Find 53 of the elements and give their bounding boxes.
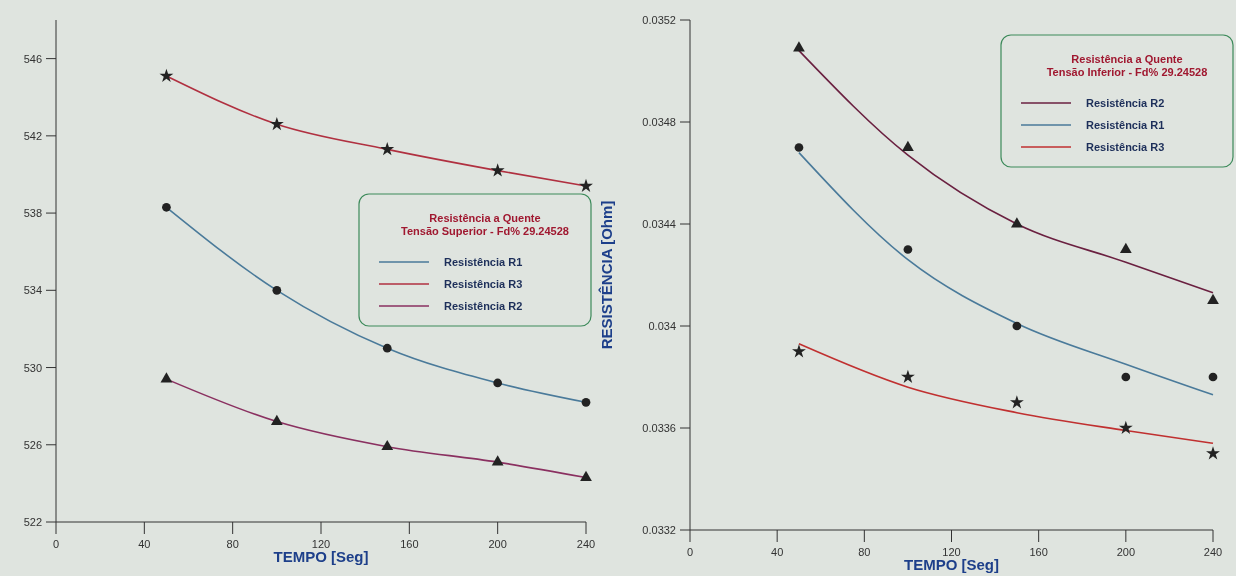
legend-label: Resistência R3 — [1086, 141, 1165, 153]
x-tick-label: 40 — [771, 546, 784, 558]
point — [900, 369, 915, 383]
legend-label: Resistência R1 — [1086, 119, 1165, 131]
point — [1118, 420, 1133, 434]
point — [793, 41, 805, 52]
x-tick-label: 0 — [52, 538, 60, 550]
x-tick-label: 160 — [400, 538, 419, 550]
point — [792, 344, 806, 358]
legend-title: Resistência a Quente Tensão Inferior - Fd% 29.24528 — [1046, 53, 1208, 78]
point — [1208, 372, 1218, 382]
point — [1012, 321, 1022, 331]
point — [794, 143, 804, 152]
y-tick-label: 534 — [23, 284, 42, 297]
x-tick-label: 160 — [1029, 546, 1048, 558]
y-tick-label: 546 — [23, 52, 42, 65]
y-tick-label: 0.0352 — [642, 14, 676, 26]
point — [903, 245, 913, 254]
x-tick-label: 240 — [576, 538, 596, 550]
x-tick-label: 120 — [311, 538, 331, 550]
legend-label: Resistência R2 — [444, 300, 523, 312]
point — [1009, 395, 1024, 409]
legend-label: Resistência R2 — [1086, 97, 1165, 109]
x-axis-title: TEMPO [Seg] — [273, 548, 369, 565]
y-axis-title: RESISTÊNCIA [Ohm] — [598, 200, 615, 350]
y-tick-label: 0.0344 — [642, 218, 676, 230]
x-tick-label: 200 — [488, 538, 507, 550]
y-tick-label: 522 — [23, 516, 42, 528]
x-tick-label: 0 — [686, 546, 694, 558]
y-tick-label: 542 — [23, 129, 42, 142]
y-tick-label: 538 — [23, 207, 42, 220]
y-tick-label: 526 — [23, 438, 42, 451]
point — [1121, 372, 1131, 382]
y-tick-label: 0.034 — [648, 320, 676, 332]
x-tick-label: 120 — [942, 546, 961, 558]
y-tick-label: 0.0332 — [642, 524, 676, 536]
x-tick-label: 80 — [858, 546, 871, 558]
legend-label: Resistência R3 — [444, 278, 523, 290]
point — [1010, 217, 1023, 228]
point — [1206, 446, 1220, 460]
y-tick-label: 530 — [23, 361, 42, 374]
point — [902, 140, 914, 151]
x-tick-label: 240 — [1203, 546, 1223, 558]
x-tick-label: 80 — [226, 538, 239, 550]
x-tick-label: 40 — [138, 538, 151, 550]
point — [1207, 293, 1219, 304]
x-tick-label: 200 — [1116, 546, 1136, 558]
point — [1119, 242, 1132, 253]
legend-title: Resistência a Quente Tensão Superior - Fd% 29.24528 — [401, 212, 569, 237]
legend-label: Resistência R1 — [444, 256, 523, 268]
y-tick-label: 0.0336 — [642, 422, 676, 434]
y-tick-label: 0.0348 — [642, 116, 676, 128]
x-axis-title: TEMPO [Seg] — [903, 556, 1000, 573]
